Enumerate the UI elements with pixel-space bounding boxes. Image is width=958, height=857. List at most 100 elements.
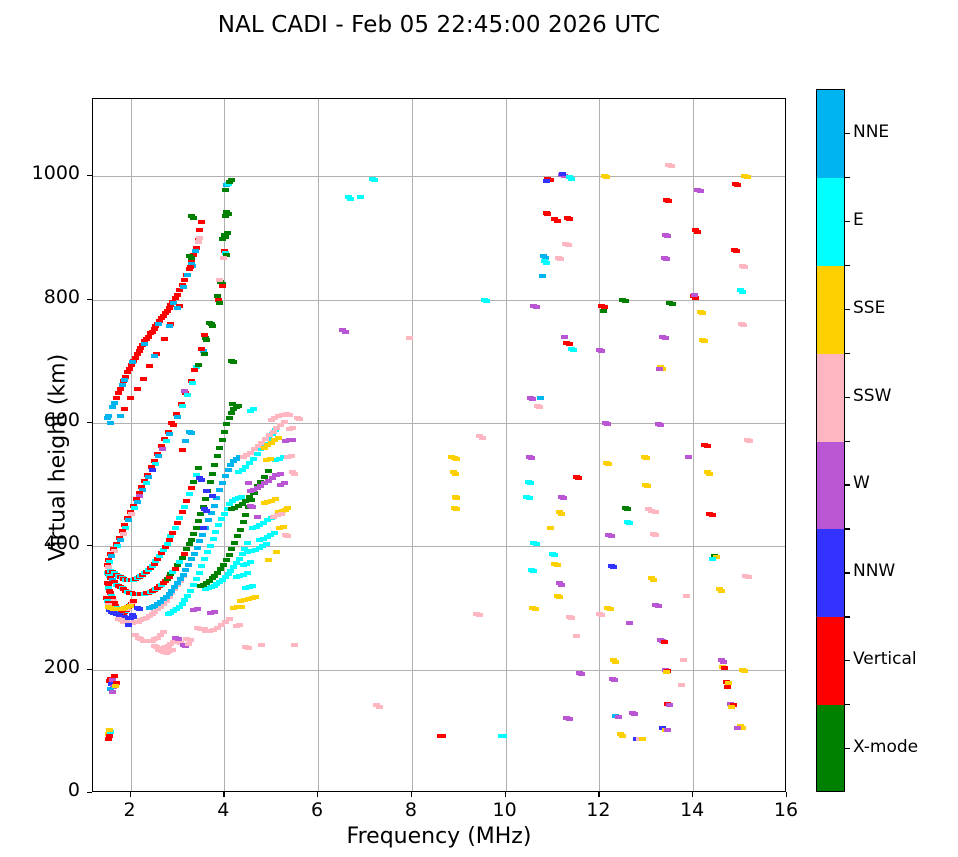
data-point: [527, 456, 535, 460]
data-point: [289, 425, 297, 430]
data-point: [192, 245, 200, 250]
data-point: [111, 601, 119, 605]
data-point: [221, 473, 229, 478]
data-point: [644, 483, 652, 488]
data-point: [264, 499, 272, 504]
data-point: [270, 514, 277, 519]
plot-area[interactable]: [92, 98, 786, 792]
data-point: [176, 515, 184, 520]
data-point: [131, 355, 139, 360]
data-point: [717, 588, 725, 593]
data-point: [279, 455, 287, 460]
gridline-vertical: [318, 99, 320, 791]
data-point: [127, 603, 134, 608]
data-point: [116, 386, 124, 391]
data-point: [257, 483, 265, 488]
data-point: [198, 346, 206, 351]
data-point: [692, 295, 700, 300]
colorbar-band-w[interactable]: [817, 441, 844, 530]
data-point: [567, 176, 575, 181]
data-point: [682, 593, 690, 598]
data-point: [284, 506, 292, 510]
data-point: [213, 495, 221, 500]
colorbar-label-nnw: NNW: [853, 561, 896, 582]
data-point: [245, 646, 253, 650]
data-point: [257, 480, 265, 485]
data-point: [236, 527, 244, 532]
y-tick-label: 800: [43, 285, 80, 308]
data-point: [565, 717, 573, 721]
y-tick-mark: [87, 298, 92, 300]
data-point: [210, 503, 218, 508]
data-point: [607, 534, 615, 539]
data-point: [234, 504, 242, 509]
data-point: [122, 374, 130, 379]
data-point: [256, 522, 264, 527]
data-point: [157, 599, 164, 604]
data-point: [356, 194, 364, 199]
colorbar[interactable]: [816, 89, 845, 792]
data-point: [188, 537, 195, 542]
data-point: [271, 496, 279, 501]
data-point: [743, 175, 751, 180]
x-tick-mark: [504, 792, 506, 797]
colorbar-boundary-tick: [845, 528, 850, 530]
data-point: [171, 585, 179, 589]
data-point: [173, 520, 181, 525]
colorbar-band-nnw[interactable]: [817, 529, 844, 618]
data-point: [163, 308, 171, 313]
colorbar-tick-mark: [845, 660, 850, 662]
data-point: [277, 472, 285, 477]
data-point: [264, 478, 272, 483]
data-point: [253, 514, 261, 519]
colorbar-band-nne[interactable]: [817, 90, 844, 179]
data-point: [206, 480, 214, 485]
data-point: [105, 734, 113, 739]
x-tick-label: 4: [217, 799, 230, 821]
data-point: [614, 715, 622, 720]
data-point: [195, 519, 202, 523]
colorbar-band-x-mode[interactable]: [817, 705, 844, 791]
data-point: [112, 396, 120, 401]
data-point: [291, 471, 299, 476]
gridline-vertical: [411, 99, 413, 791]
data-point: [185, 562, 193, 567]
data-point: [211, 573, 219, 578]
data-point: [170, 639, 178, 644]
page-title: NAL CADI - Feb 05 22:45:00 2026 UTC: [217, 12, 661, 38]
data-point: [255, 546, 263, 551]
data-point: [152, 559, 160, 563]
data-point: [529, 397, 537, 402]
data-point: [129, 599, 137, 604]
data-point: [173, 412, 180, 417]
data-point: [124, 370, 132, 375]
data-point: [215, 278, 223, 283]
data-point: [165, 324, 173, 328]
data-point: [217, 567, 224, 572]
colorbar-band-vertical[interactable]: [817, 617, 844, 706]
x-tick-mark: [786, 792, 788, 797]
data-point: [222, 234, 230, 239]
data-point: [193, 545, 201, 550]
colorbar-band-ssw[interactable]: [817, 353, 844, 442]
data-point: [611, 678, 619, 683]
colorbar-band-e[interactable]: [817, 177, 844, 267]
data-point: [598, 349, 606, 354]
data-point: [225, 552, 233, 557]
data-point: [244, 550, 252, 555]
data-point: [195, 235, 203, 240]
data-point: [169, 647, 177, 652]
data-point: [129, 613, 137, 618]
data-point: [148, 564, 156, 568]
data-point: [220, 511, 228, 516]
data-point: [128, 362, 135, 367]
data-point: [654, 604, 662, 609]
data-point: [647, 508, 655, 513]
colorbar-band-sse[interactable]: [817, 265, 844, 355]
x-tick-mark: [692, 792, 694, 797]
data-point: [184, 593, 192, 598]
data-point: [109, 678, 117, 683]
data-point: [269, 429, 277, 434]
data-point: [703, 443, 711, 448]
data-point: [233, 560, 240, 565]
